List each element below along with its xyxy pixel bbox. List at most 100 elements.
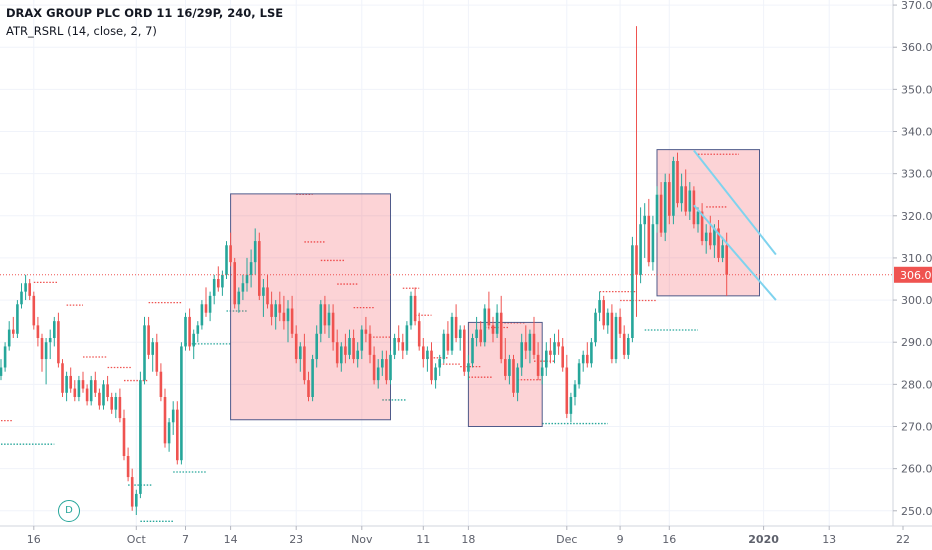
candle-body bbox=[590, 342, 593, 364]
candle-body bbox=[98, 392, 101, 406]
candle-body bbox=[594, 312, 597, 343]
time-axis[interactable] bbox=[0, 526, 932, 550]
candle-body bbox=[184, 316, 187, 347]
candle-body bbox=[463, 329, 466, 372]
candle-body bbox=[491, 325, 495, 334]
candle-body bbox=[725, 245, 728, 275]
candle-body bbox=[12, 329, 15, 334]
candle-body bbox=[397, 338, 400, 343]
candle-body bbox=[352, 338, 355, 360]
candle-body bbox=[672, 161, 675, 216]
candle-body bbox=[426, 350, 429, 360]
candle-body bbox=[647, 215, 651, 263]
candle-body bbox=[668, 182, 671, 216]
highlight-rectangle[interactable] bbox=[230, 193, 391, 421]
candle-body bbox=[659, 194, 663, 233]
trend-lines[interactable] bbox=[0, 149, 893, 301]
candle-body bbox=[85, 388, 89, 402]
candle-body bbox=[204, 304, 208, 313]
candle-body bbox=[651, 224, 655, 263]
candle-body bbox=[688, 190, 692, 212]
candle-body bbox=[7, 329, 11, 347]
candle-body bbox=[549, 350, 552, 355]
candle-body bbox=[643, 215, 646, 225]
dividend-badge[interactable]: D bbox=[58, 500, 80, 522]
candle-body bbox=[360, 329, 364, 351]
candle-body bbox=[405, 325, 409, 351]
candle-body bbox=[610, 312, 614, 360]
drawings[interactable] bbox=[230, 149, 760, 427]
indicator-legend[interactable]: ATR_RSRL (14, close, 2, 7) bbox=[6, 24, 157, 38]
candle-body bbox=[323, 304, 327, 326]
time-tick-label: 18 bbox=[461, 533, 475, 546]
candle-body bbox=[618, 316, 622, 334]
candle-body bbox=[196, 325, 200, 334]
candle-body bbox=[417, 321, 421, 347]
candle-body bbox=[36, 325, 40, 338]
candle-body bbox=[614, 316, 618, 360]
candle-body bbox=[508, 359, 511, 376]
candle-body bbox=[155, 342, 159, 372]
trend-line[interactable] bbox=[693, 204, 777, 301]
candle-body bbox=[438, 359, 441, 368]
candle-body bbox=[212, 279, 216, 296]
candle-body bbox=[266, 287, 269, 305]
candle-body bbox=[20, 291, 23, 305]
candle-body bbox=[237, 291, 241, 305]
candle-body bbox=[676, 161, 679, 204]
candle-body bbox=[606, 312, 610, 326]
candle-body bbox=[450, 316, 454, 351]
candle-body bbox=[639, 224, 642, 275]
time-tick-label: Oct bbox=[127, 533, 147, 546]
candle-body bbox=[479, 329, 482, 343]
candle-body bbox=[311, 359, 314, 397]
candle-body bbox=[118, 397, 122, 419]
candle-body bbox=[217, 279, 220, 288]
candle-body bbox=[532, 333, 536, 355]
candle-body bbox=[245, 274, 249, 284]
candle-body bbox=[192, 333, 195, 347]
candle-body bbox=[53, 321, 56, 338]
candle-body bbox=[180, 346, 183, 461]
candle-body bbox=[504, 359, 507, 376]
time-tick-label: 13 bbox=[822, 533, 836, 546]
grid bbox=[0, 0, 904, 526]
candle-body bbox=[303, 346, 306, 381]
candle-body bbox=[0, 367, 3, 376]
candle-body bbox=[335, 342, 339, 364]
candle-body bbox=[516, 367, 519, 393]
candle-body bbox=[512, 359, 515, 393]
price-tick-label: 360.0 bbox=[901, 41, 932, 54]
candle-body bbox=[315, 333, 318, 360]
candle-body bbox=[524, 342, 528, 351]
candle-body bbox=[24, 283, 27, 292]
candle-body bbox=[721, 245, 724, 258]
candle-body bbox=[307, 380, 310, 397]
candle-body bbox=[139, 380, 142, 494]
candle-body bbox=[262, 287, 265, 296]
candle-body bbox=[581, 354, 585, 364]
candle-body bbox=[57, 321, 60, 364]
trend-line[interactable] bbox=[693, 149, 777, 256]
last-price-label: 306.0 bbox=[900, 269, 932, 282]
candle-body bbox=[114, 397, 118, 410]
candle-body bbox=[364, 329, 368, 334]
candle-body bbox=[704, 232, 708, 242]
candle-body bbox=[717, 228, 720, 258]
candle-body bbox=[487, 308, 491, 326]
price-axis[interactable] bbox=[893, 0, 932, 526]
candle-body bbox=[381, 359, 384, 368]
candle-body bbox=[499, 312, 503, 360]
price-tick-label: 300.0 bbox=[901, 294, 932, 307]
candle-body bbox=[376, 367, 380, 381]
candle-body bbox=[569, 397, 573, 414]
candle-body bbox=[73, 388, 77, 397]
candle-body bbox=[40, 338, 44, 360]
candle-body bbox=[622, 333, 626, 355]
candle-body bbox=[200, 304, 204, 326]
candle-body bbox=[528, 333, 532, 351]
candle-body bbox=[577, 363, 581, 385]
candle-body bbox=[299, 346, 302, 360]
